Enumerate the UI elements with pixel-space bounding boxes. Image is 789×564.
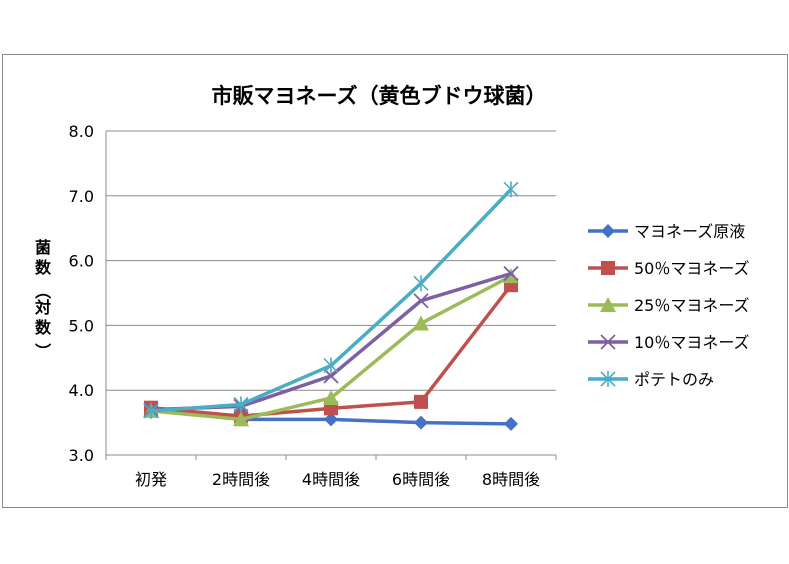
- data-point: [143, 402, 159, 419]
- y-axis-label-char: 対: [34, 298, 51, 317]
- data-point: [600, 334, 616, 350]
- data-point: [601, 261, 615, 275]
- data-point: [233, 396, 249, 413]
- series-line: [150, 271, 512, 412]
- legend-label: ポテトのみ: [634, 370, 714, 389]
- legend-label: 50％マヨネーズ: [634, 259, 750, 278]
- chart-title: 市販マヨネーズ（黄色ブドウ球菌）: [212, 84, 547, 108]
- legend-entry: 50％マヨネーズ: [588, 259, 750, 278]
- legend-label: マヨネーズ原液: [634, 222, 745, 241]
- data-point: [601, 224, 615, 238]
- legend-label: 10％マヨネーズ: [634, 333, 750, 352]
- data-point: [324, 412, 338, 427]
- axis-layer: 3.0 4.0 5.0 6.0 7.0 8.0 初発 2時間後 4時間後 6時間後 8時間後: [69, 122, 557, 489]
- legend-entry: ポテトのみ: [588, 370, 714, 389]
- data-point: [414, 415, 428, 430]
- data-point: [323, 357, 339, 374]
- y-axis-label: 菌数（対数）: [33, 238, 52, 359]
- series-layer: [143, 181, 519, 431]
- data-point: [414, 394, 428, 409]
- data-point: [503, 181, 519, 198]
- data-point-stroke: [600, 334, 616, 350]
- y-axis-label-char: （: [33, 283, 52, 299]
- data-point: [600, 371, 616, 387]
- grid-layer: [106, 130, 556, 456]
- legend-label: 25％マヨネーズ: [634, 296, 750, 315]
- legend-entry: 25％マヨネーズ: [588, 296, 750, 315]
- x-tick-label: 2時間後: [212, 470, 270, 489]
- data-point-stroke: [503, 265, 519, 282]
- data-point: [413, 275, 429, 292]
- series-group: [143, 181, 519, 419]
- y-tick-label: 7.0: [69, 187, 94, 206]
- data-point: [504, 416, 518, 431]
- legend-entry: 10％マヨネーズ: [588, 333, 750, 352]
- legend-entry: マヨネーズ原液: [588, 222, 745, 241]
- y-axis-label-char: ）: [33, 343, 52, 359]
- x-tick-label: 6時間後: [392, 470, 450, 489]
- x-tick-label: 8時間後: [482, 470, 540, 489]
- data-point: [233, 411, 249, 427]
- data-point-stroke: [413, 293, 429, 309]
- y-tick-label: 6.0: [69, 252, 94, 271]
- y-axis-label-char: 数: [35, 258, 52, 277]
- y-tick-label: 5.0: [69, 316, 94, 335]
- y-tick-label: 4.0: [69, 381, 94, 400]
- x-tick-label: 初発: [135, 470, 167, 489]
- chart-frame: 市販マヨネーズ（黄色ブドウ球菌） 3.0 4.0 5.0 6.0 7.0 8.0 初発 2時間…: [2, 54, 788, 508]
- data-point: [503, 268, 519, 284]
- data-point: [600, 297, 616, 312]
- data-point: [413, 315, 429, 331]
- chart-svg: 市販マヨネーズ（黄色ブドウ球菌） 3.0 4.0 5.0 6.0 7.0 8.0 初発 2時間…: [33, 84, 750, 489]
- y-tick-label: 3.0: [69, 446, 94, 465]
- data-point: [413, 293, 429, 309]
- data-point: [503, 265, 519, 282]
- y-axis-label-char: 数: [35, 318, 52, 337]
- y-tick-label: 8.0: [69, 122, 94, 141]
- y-axis-label-char: 菌: [35, 238, 51, 257]
- data-point: [323, 389, 339, 405]
- x-tick-label: 4時間後: [302, 470, 360, 489]
